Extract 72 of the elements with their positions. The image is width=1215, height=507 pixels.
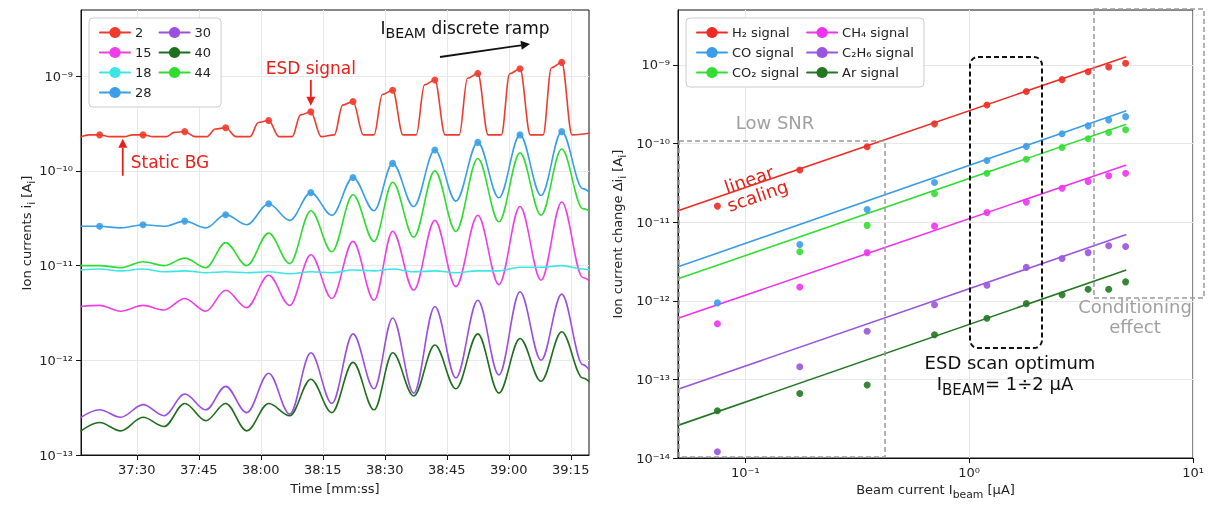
point xyxy=(516,65,524,73)
point xyxy=(96,222,104,230)
x-tick-label: 39:00 xyxy=(490,462,528,477)
x-tick-label: 10⁻¹ xyxy=(731,465,760,480)
x-tick-label: 10¹ xyxy=(1182,465,1204,480)
annotation: Conditioning effect xyxy=(1077,296,1193,337)
point xyxy=(139,221,147,229)
legend-label: 44 xyxy=(194,65,212,80)
point xyxy=(181,128,189,136)
y-tick-label: 10⁻¹⁴ xyxy=(636,450,670,466)
x-tick-label: 39:15 xyxy=(552,462,590,477)
point xyxy=(222,124,230,132)
line-series xyxy=(80,201,590,312)
legend-label: CH₄ signal xyxy=(842,25,909,40)
line-series xyxy=(80,148,590,269)
x-tick-label: 37:30 xyxy=(118,462,156,477)
y-tick-label: 10⁻¹² xyxy=(636,293,670,309)
legend-label: 28 xyxy=(135,85,152,100)
y-tick-label: 10⁻¹² xyxy=(39,352,73,368)
legend-label: Ar signal xyxy=(842,65,899,80)
y-tick-label: 10⁻¹¹ xyxy=(39,258,73,274)
point xyxy=(96,131,104,139)
x-tick-label: 38:00 xyxy=(242,462,280,477)
point xyxy=(349,98,357,106)
legend-label: CO₂ signal xyxy=(732,65,800,80)
legend-label: 15 xyxy=(135,45,152,60)
x-tick-label: 38:15 xyxy=(304,462,342,477)
y-tick-label: 10⁻¹³ xyxy=(39,447,73,463)
x-tick-label: 37:45 xyxy=(180,462,218,477)
legend-label: 40 xyxy=(194,45,212,60)
point xyxy=(307,108,315,116)
y-tick-label: 10⁻⁹ xyxy=(44,68,73,84)
line-series xyxy=(80,290,590,419)
point xyxy=(181,217,189,225)
point xyxy=(431,76,439,84)
point xyxy=(389,159,397,167)
point xyxy=(558,58,566,66)
annotation: ESD signal xyxy=(265,57,356,78)
point xyxy=(307,189,315,197)
line-series xyxy=(80,330,590,432)
legend-label: 30 xyxy=(194,25,212,40)
annotation: ESD scan optimum xyxy=(924,352,1096,374)
point xyxy=(474,69,482,77)
point xyxy=(222,211,230,219)
point xyxy=(349,174,357,182)
line-series xyxy=(80,264,590,275)
point xyxy=(389,86,397,94)
legend-label: C₂H₆ signal xyxy=(842,45,914,60)
legend-label: H₂ signal xyxy=(732,25,790,40)
x-tick-label: 38:45 xyxy=(428,462,466,477)
point xyxy=(431,146,439,154)
annotation: Static BG xyxy=(130,151,210,172)
legend-label: 2 xyxy=(135,25,144,40)
point xyxy=(474,138,482,146)
y-tick-label: 10⁻¹³ xyxy=(636,371,670,387)
point xyxy=(265,200,273,208)
annotation: linear scaling xyxy=(721,159,791,216)
y-tick-label: 10⁻¹⁰ xyxy=(39,163,73,179)
point xyxy=(558,128,566,136)
x-tick-label: 38:30 xyxy=(366,462,404,477)
legend-label: 18 xyxy=(135,65,152,80)
x-axis-title: Time [mm:ss] xyxy=(290,480,380,497)
y-tick-label: 10⁻¹¹ xyxy=(636,214,670,230)
annotation: I$_{BEAM}$= 1÷2 μA xyxy=(936,372,1074,399)
y-tick-label: 10⁻¹⁰ xyxy=(636,136,670,152)
annotation: Low SNR xyxy=(735,112,815,134)
annotation: I$_{BEAM}$ discrete ramp xyxy=(380,17,550,42)
legend-label: CO signal xyxy=(732,45,794,60)
point xyxy=(265,117,273,125)
x-tick-label: 10⁰ xyxy=(958,465,981,480)
x-axis-title: Beam current I$_{beam}$ [μA] xyxy=(856,482,1015,501)
y-tick-label: 10⁻⁹ xyxy=(641,57,670,73)
